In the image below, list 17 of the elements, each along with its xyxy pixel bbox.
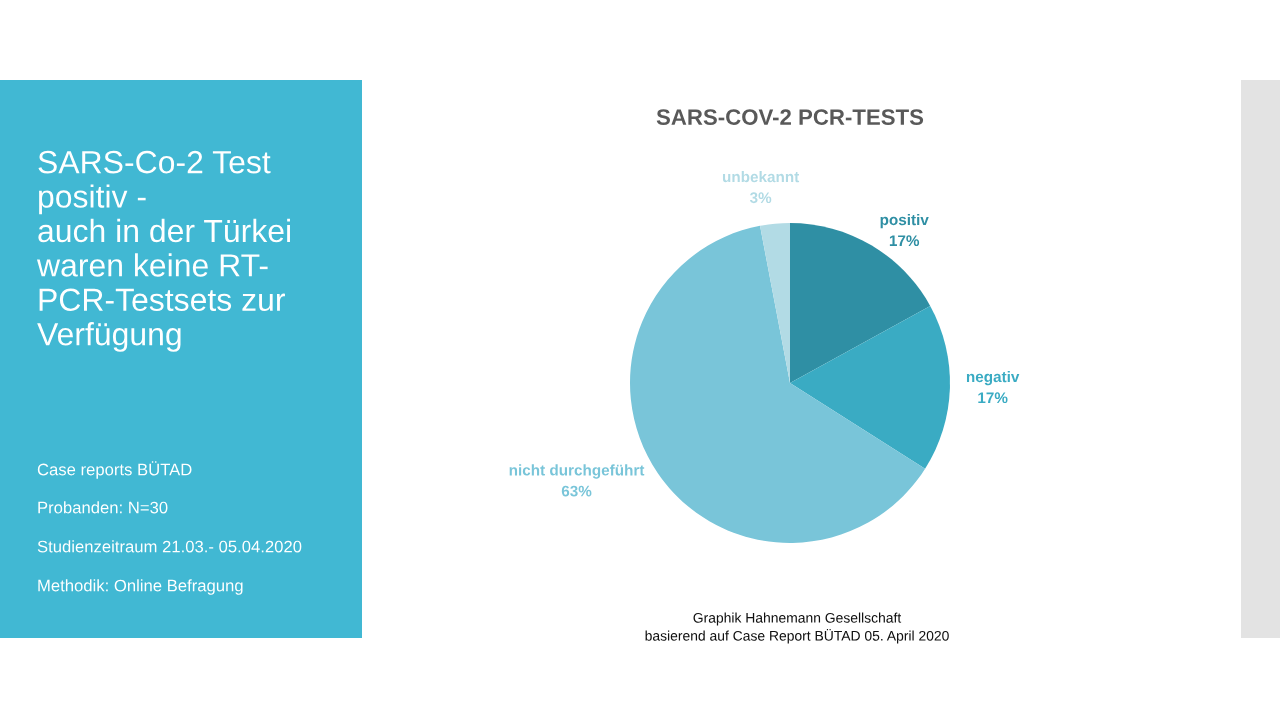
text: Methodik: Online Befragung <box>38 579 243 595</box>
data-label: 17% <box>889 235 920 247</box>
text: SARS-Co-2 Test positiv - auch in der Türkei waren keine RT- PCR-Testsets zur Verfügung <box>36 150 290 352</box>
text: Case reports BÜTAD <box>37 461 192 479</box>
slice-label: negativ <box>966 370 1020 386</box>
slice-label: unbekannt <box>722 171 800 183</box>
data-label: 63% <box>561 485 592 497</box>
data-label: 17% <box>978 392 1008 404</box>
data-label: 3% <box>749 192 772 204</box>
text: Graphik Hahnemann Gesellschaft basierend auf Case Report BÜTAD 05. April 2020 <box>645 612 949 644</box>
chart-title: SARS-COV-2 PCR-TESTS <box>656 109 924 125</box>
text: Probanden: N=30 <box>38 501 168 514</box>
pie-slice <box>790 305 950 469</box>
slice-label: nicht durchgeführt <box>509 464 645 479</box>
text: Studienzeitraum 21.03.- 05.04.2020 <box>37 540 302 553</box>
slice-label: positiv <box>880 213 929 229</box>
pie-slice <box>760 223 790 383</box>
